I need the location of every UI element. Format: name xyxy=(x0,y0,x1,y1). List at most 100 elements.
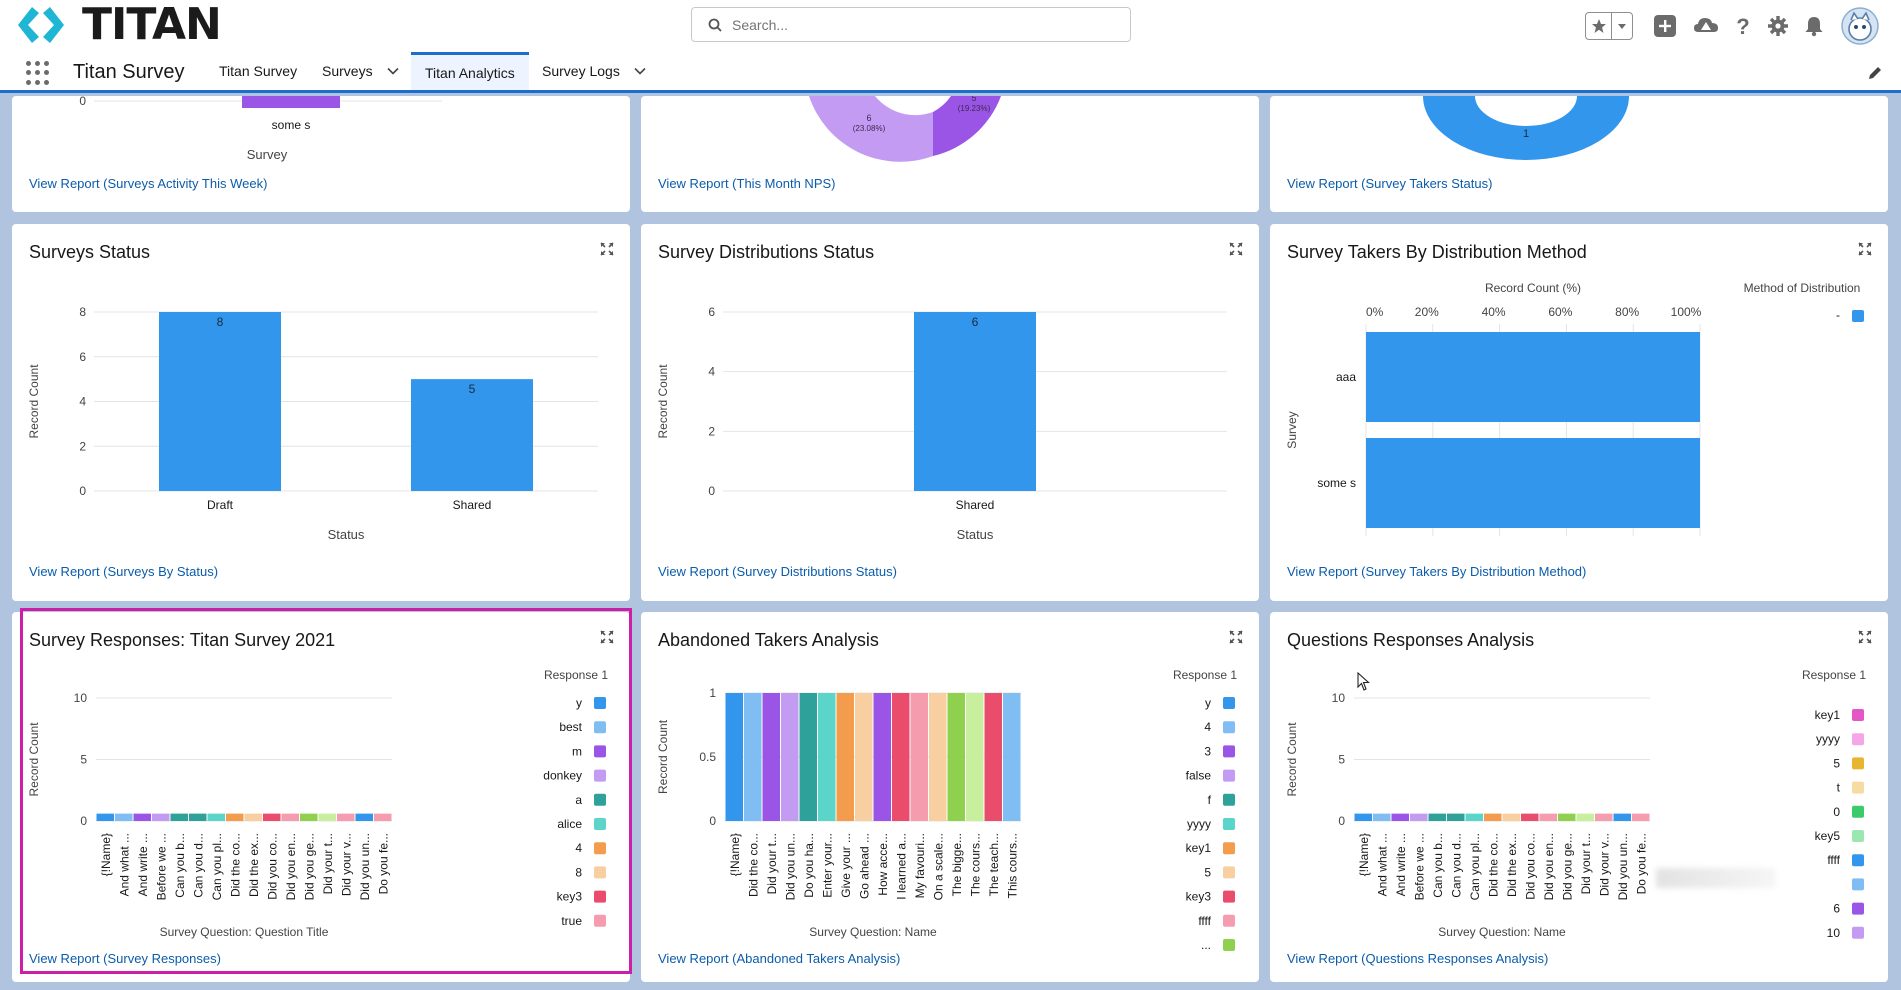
x-tick-label: 80% xyxy=(1615,305,1639,319)
legend-item-label: 5 xyxy=(1204,865,1211,879)
distribution-method-chart: Method of Distribution - Record Count (%… xyxy=(1285,281,1864,536)
app-launcher-icon[interactable] xyxy=(26,61,50,85)
takers-status-center-value: 1 xyxy=(1523,128,1529,140)
bar-segment xyxy=(244,813,262,821)
y-tick-label: 8 xyxy=(79,305,86,319)
legend-item-swatch xyxy=(594,697,606,709)
view-report-link[interactable]: View Report (Questions Responses Analysi… xyxy=(1287,951,1549,966)
tab-titan-analytics[interactable]: Titan Analytics xyxy=(411,52,529,90)
card-abandoned-takers: Abandoned Takers Analysis 0 0.5 1 {!Name} Di… xyxy=(641,612,1259,982)
card-title: Abandoned Takers Analysis xyxy=(658,630,879,650)
bar-segment xyxy=(1576,813,1594,821)
legend-title: Response 1 xyxy=(1802,668,1866,682)
bar-segment xyxy=(300,813,318,821)
bar-segment xyxy=(337,813,355,821)
y-tick-label: 0 xyxy=(80,814,87,828)
setup-gear-icon[interactable] xyxy=(1767,15,1789,37)
bar-segment xyxy=(1354,813,1372,821)
view-report-link[interactable]: View Report (Survey Takers Status) xyxy=(1287,176,1493,191)
view-report-link[interactable]: View Report (Survey Takers By Distributi… xyxy=(1287,564,1587,579)
global-search[interactable] xyxy=(691,7,1131,42)
bar-data-label: 8 xyxy=(217,315,224,329)
notifications-bell-icon[interactable] xyxy=(1803,15,1825,37)
legend-item-label: yyyy xyxy=(1816,732,1840,746)
legend-item-swatch xyxy=(1223,745,1235,758)
bar-segment xyxy=(1558,813,1576,821)
y-tick-label: 0 xyxy=(709,814,716,828)
favorites-dropdown-icon[interactable] xyxy=(1612,13,1632,39)
x-tick-label: How acce... xyxy=(876,833,890,896)
bar-segment xyxy=(1428,813,1446,821)
bar xyxy=(159,312,281,491)
x-tick-label: 0% xyxy=(1366,305,1384,319)
card-title: Questions Responses Analysis xyxy=(1287,630,1535,650)
search-input[interactable] xyxy=(732,16,1112,33)
x-tick-label: Can you pl... xyxy=(1468,833,1482,900)
tab-titan-survey[interactable]: Titan Survey xyxy=(205,52,311,90)
y-axis-label: Record Count xyxy=(1285,722,1299,797)
nps-label-value: 5 xyxy=(971,96,976,103)
chevron-down-icon[interactable] xyxy=(387,67,399,75)
x-tick-label: I learned a... xyxy=(894,833,908,900)
edit-nav-pencil-icon[interactable] xyxy=(1867,65,1883,86)
help-icon[interactable]: ? xyxy=(1735,15,1751,37)
expand-icon[interactable] xyxy=(1858,242,1872,261)
x-axis-label: Survey Question: Question Title xyxy=(160,925,329,939)
x-tick-label: Did the co... xyxy=(228,833,242,897)
bar-segment xyxy=(189,813,207,821)
expand-icon[interactable] xyxy=(600,630,614,649)
nps-label-pct: (19.23%) xyxy=(958,104,991,113)
distributions-status-chart: 0 2 4 6 6 Shared Status Record Count xyxy=(656,305,1227,542)
svg-text:?: ? xyxy=(1736,15,1749,37)
bar-segment xyxy=(1539,813,1557,821)
legend-item-swatch xyxy=(1223,914,1235,927)
bar-segment xyxy=(855,693,873,821)
expand-icon[interactable] xyxy=(1858,630,1872,649)
legend-item-swatch xyxy=(1852,926,1864,939)
y-tick-label: 2 xyxy=(79,439,86,453)
favorites-star-icon[interactable] xyxy=(1586,13,1612,39)
bar-segment xyxy=(910,693,928,821)
y-tick-label: 0 xyxy=(79,484,86,498)
chevron-down-icon[interactable] xyxy=(634,67,646,75)
legend-item-label: best xyxy=(559,720,582,734)
view-report-link[interactable]: View Report (This Month NPS) xyxy=(658,176,836,191)
trailhead-icon[interactable] xyxy=(1693,15,1719,37)
activity-tick: 0 xyxy=(79,96,86,108)
legend-item-label: true xyxy=(561,914,582,928)
x-tick-label: Before we ... xyxy=(1412,833,1426,900)
x-tick-label: Did you co... xyxy=(265,833,279,900)
bar-segment xyxy=(892,693,910,821)
card-title: Survey Responses: Titan Survey 2021 xyxy=(29,630,336,650)
x-tick-label: Give your ... xyxy=(839,833,853,898)
legend-item-swatch xyxy=(1223,769,1235,782)
bar-segment xyxy=(318,813,336,821)
user-avatar[interactable] xyxy=(1841,7,1879,45)
tab-surveys[interactable]: Surveys xyxy=(308,52,413,90)
expand-icon[interactable] xyxy=(1229,242,1243,261)
x-tick-label: Did your v... xyxy=(339,833,353,896)
view-report-link[interactable]: View Report (Survey Responses) xyxy=(29,951,221,966)
legend-item-label: 4 xyxy=(1204,720,1211,734)
blurred-tooltip xyxy=(1656,868,1776,888)
legend-item-label: false xyxy=(1186,769,1212,783)
view-report-link[interactable]: View Report (Survey Distributions Status… xyxy=(658,564,897,579)
tab-label: Surveys xyxy=(322,63,373,79)
view-report-link[interactable]: View Report (Abandoned Takers Analysis) xyxy=(658,951,901,966)
expand-icon[interactable] xyxy=(1229,630,1243,649)
activity-x-label: Survey xyxy=(247,147,288,162)
x-tick-label: Do you fe... xyxy=(376,833,390,894)
titan-logo[interactable]: TITAN xyxy=(14,2,224,48)
view-report-link[interactable]: View Report (Surveys Activity This Week) xyxy=(29,176,268,191)
x-tick-label: Draft xyxy=(207,498,234,512)
tab-survey-logs[interactable]: Survey Logs xyxy=(528,52,660,90)
legend-item-swatch xyxy=(1852,854,1864,867)
x-axis-label: Survey Question: Name xyxy=(809,925,937,939)
y-axis-label: Record Count xyxy=(656,719,670,794)
legend-item-swatch xyxy=(1223,890,1235,903)
add-icon[interactable] xyxy=(1653,14,1677,38)
expand-icon[interactable] xyxy=(600,242,614,261)
legend-item-label: 4 xyxy=(575,841,582,855)
x-tick-label: And write ... xyxy=(1394,833,1408,896)
view-report-link[interactable]: View Report (Surveys By Status) xyxy=(29,564,219,579)
